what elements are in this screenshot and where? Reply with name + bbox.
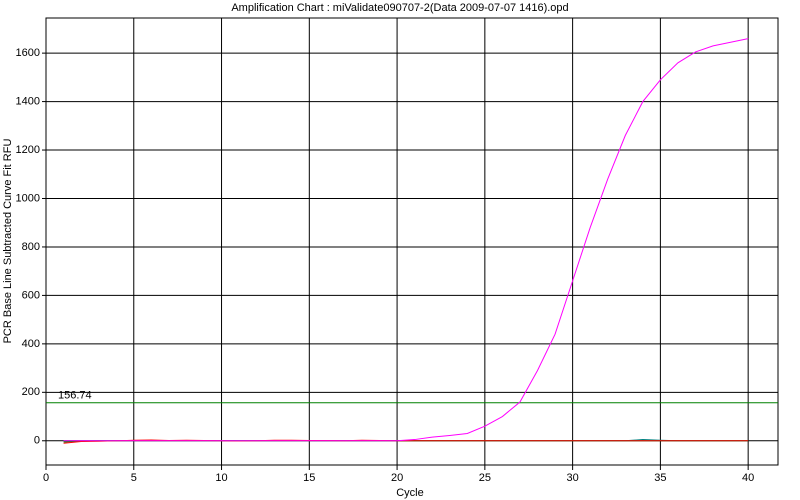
x-tick-label: 40: [742, 472, 754, 484]
y-tick-label: 1200: [16, 144, 40, 156]
y-tick-label: 1000: [16, 192, 40, 204]
x-tick-label: 10: [215, 472, 227, 484]
x-tick-label: 20: [391, 472, 403, 484]
x-axis-label: Cycle: [396, 487, 424, 499]
y-tick-label: 400: [22, 338, 40, 350]
x-tick-label: 35: [654, 472, 666, 484]
y-tick-label: 800: [22, 241, 40, 253]
x-tick-label: 30: [566, 472, 578, 484]
y-tick-label: 600: [22, 289, 40, 301]
plot-area: [45, 17, 779, 466]
y-axis-label: PCR Base Line Subtracted Curve Fit RFU: [2, 139, 14, 344]
series-line: [63, 38, 749, 442]
threshold-label: 156.74: [58, 390, 92, 402]
y-tick-label: 200: [22, 386, 40, 398]
x-tick-label: 5: [131, 472, 137, 484]
x-tick-label: 0: [43, 472, 49, 484]
y-tick-label: 1600: [16, 47, 40, 59]
chart-title: Amplification Chart : miValidate090707-2…: [231, 2, 568, 14]
x-tick-label: 25: [479, 472, 491, 484]
x-tick-label: 15: [303, 472, 315, 484]
y-tick-label: 0: [34, 435, 40, 447]
y-tick-label: 1400: [16, 95, 40, 107]
